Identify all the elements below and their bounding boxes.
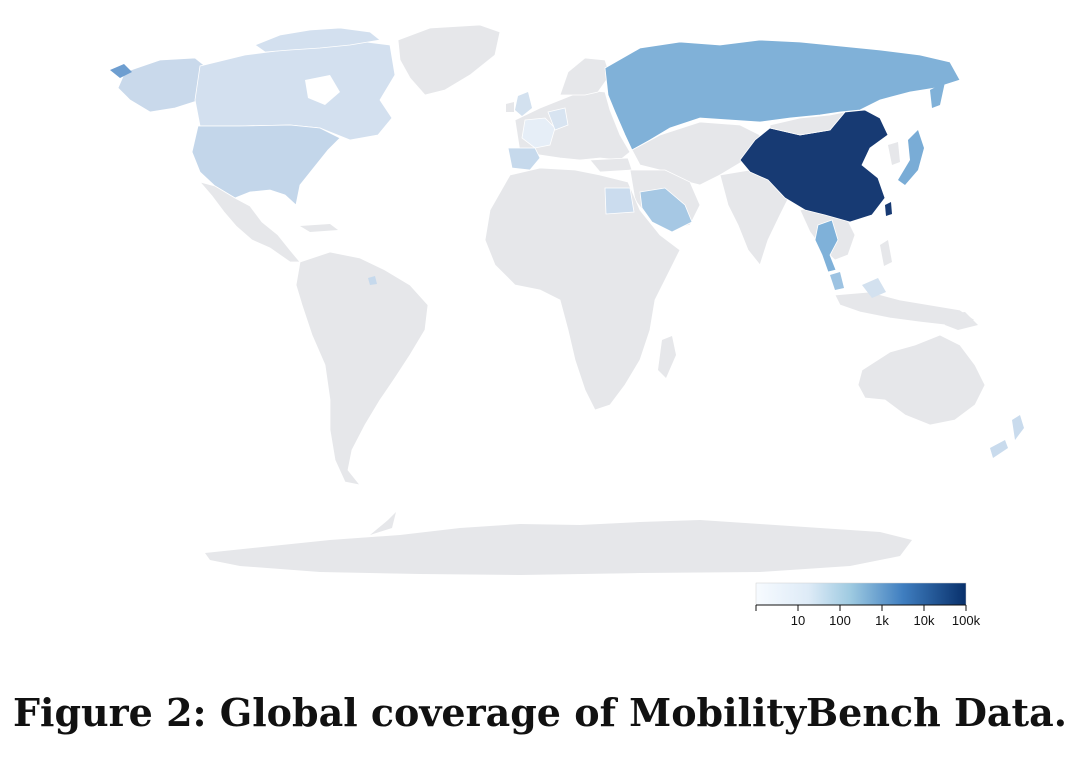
- region-turkey: [589, 157, 633, 173]
- legend-tick-label: 100: [829, 613, 851, 628]
- legend-colorbar: [755, 582, 967, 606]
- region-ireland: [506, 102, 514, 112]
- legend-tick-label: 10: [791, 613, 805, 628]
- region-malaysia: [830, 272, 844, 290]
- region-usa: [191, 124, 341, 206]
- figure-caption: Figure 2: Global coverage of MobilityBen…: [13, 690, 1067, 735]
- region-alaska: [117, 57, 206, 113]
- region-canada-arctic-islands: [254, 27, 381, 53]
- region-mongolia: [769, 111, 847, 136]
- region-canada-hudson-bay-water: [305, 75, 340, 105]
- region-scandinavia: [559, 57, 611, 96]
- region-kamchatka: [930, 82, 945, 108]
- region-uk: [515, 92, 532, 116]
- region-france: [521, 117, 556, 149]
- region-australia: [857, 334, 986, 426]
- region-cuba: [300, 224, 338, 232]
- region-egypt: [604, 187, 635, 215]
- region-korea: [888, 142, 900, 165]
- legend-tick-label: 10k: [914, 613, 935, 628]
- legend-tick-label: 1k: [875, 613, 889, 628]
- region-antarctica: [205, 520, 912, 575]
- region-south-america: [295, 251, 429, 486]
- region-antarctic-peninsula: [370, 512, 396, 535]
- region-thailand: [814, 219, 839, 273]
- region-madagascar: [658, 336, 676, 378]
- region-alaska-aleutians: [110, 64, 132, 78]
- region-central-asia: [631, 121, 761, 186]
- region-new-guinea: [940, 312, 978, 330]
- world-choropleth-map: [110, 24, 1024, 575]
- region-africa: [484, 167, 681, 411]
- region-japan: [898, 130, 924, 185]
- region-new-zealand: [990, 415, 1024, 458]
- region-borneo: [862, 278, 886, 298]
- color-legend: 10 100 1k 10k 100k: [755, 582, 981, 628]
- region-germany-area: [547, 107, 569, 131]
- region-taiwan: [885, 202, 892, 216]
- legend-tick-label: 100k: [952, 613, 981, 628]
- region-spain: [507, 147, 541, 171]
- region-canada: [194, 39, 396, 141]
- region-philippines: [880, 240, 892, 266]
- region-saudi-arabia: [639, 187, 693, 233]
- region-greenland: [397, 24, 501, 96]
- region-suriname: [368, 276, 377, 285]
